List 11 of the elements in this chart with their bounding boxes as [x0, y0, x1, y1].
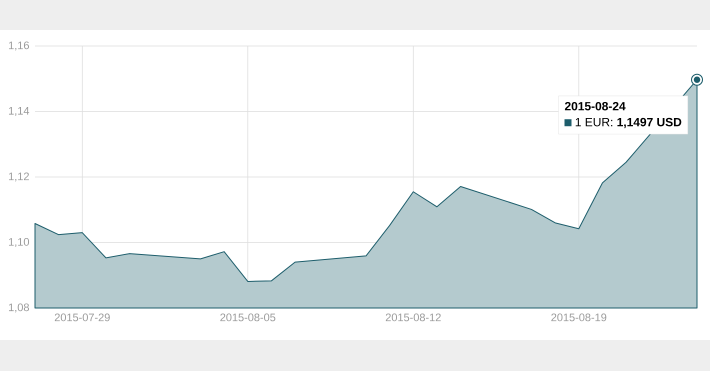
y-tick-label: 1,12: [8, 172, 29, 182]
y-tick-label: 1,14: [8, 107, 30, 116]
y-tick-label: 1,08: [8, 303, 29, 313]
y-tick-label: 1,10: [8, 238, 30, 248]
annotation: 1 EUR: 1,1497 USD: [576, 118, 682, 128]
x-tick-label: 2015-07-29: [54, 314, 110, 322]
y-tick-label: 1,16: [8, 41, 29, 51]
x-tick-label: 2015-08-05: [220, 314, 276, 322]
x-tick-label: 2015-08-19: [551, 314, 606, 322]
x-tick-label: 2015-08-12: [386, 314, 441, 322]
annotation: 2015-08-24: [564, 102, 626, 110]
